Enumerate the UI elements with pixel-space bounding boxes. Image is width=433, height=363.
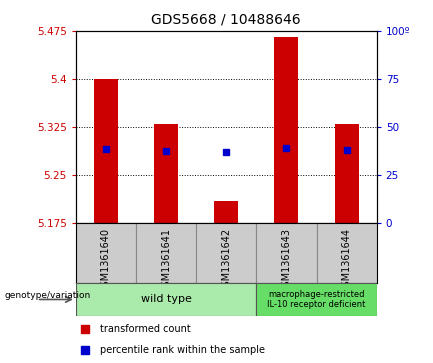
Bar [136,223,196,283]
Bar [335,124,359,223]
Bar [317,223,377,283]
Bar [76,283,256,316]
Bar [76,223,136,283]
Bar [256,283,377,316]
Bar [94,79,118,223]
Bar [154,124,178,223]
Text: genotype/variation: genotype/variation [4,291,90,300]
Bar [275,37,298,223]
Text: GSM1361640: GSM1361640 [101,228,111,293]
Bar [214,201,238,223]
Bar [256,223,317,283]
Text: GSM1361644: GSM1361644 [342,228,352,293]
Text: transformed count: transformed count [100,324,191,334]
Bar [196,223,256,283]
Title: GDS5668 / 10488646: GDS5668 / 10488646 [152,13,301,27]
Text: percentile rank within the sample: percentile rank within the sample [100,345,265,355]
Text: wild type: wild type [141,294,191,305]
Text: GSM1361641: GSM1361641 [161,228,171,293]
Text: macrophage-restricted
IL-10 receptor deficient: macrophage-restricted IL-10 receptor def… [267,290,366,309]
Text: GSM1361642: GSM1361642 [221,228,231,293]
Text: GSM1361643: GSM1361643 [281,228,291,293]
